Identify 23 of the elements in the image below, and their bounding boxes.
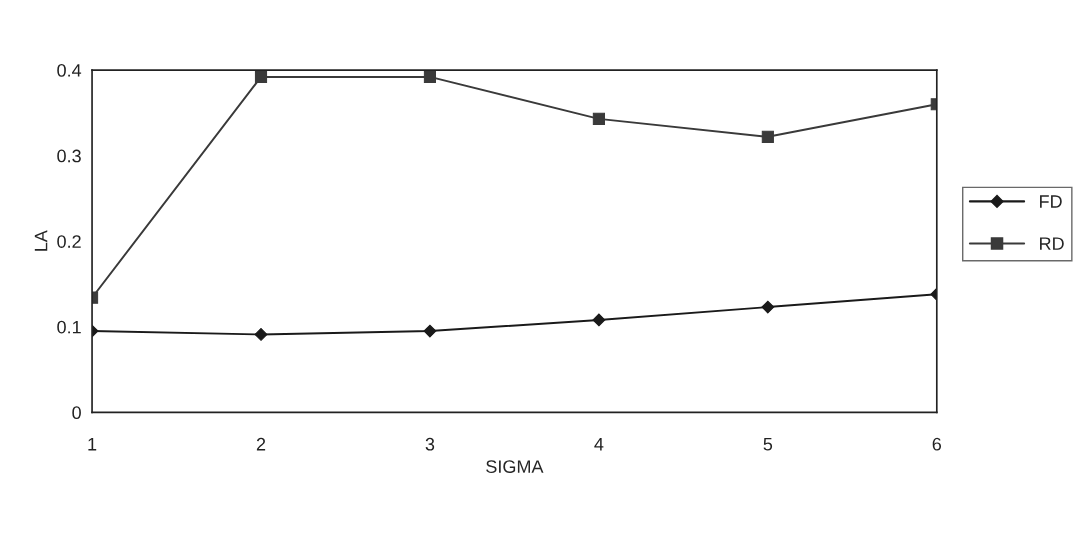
- point: [761, 300, 775, 314]
- x-axis-title: SIGMA: [486, 460, 544, 473]
- x-tick-label: 5: [763, 438, 773, 451]
- y-tick-label: 0.1: [57, 320, 81, 334]
- x-tick-label: 4: [594, 438, 604, 451]
- x-tick-label: 3: [425, 437, 435, 451]
- y-tick-label: 0: [72, 406, 81, 420]
- point: [592, 313, 606, 327]
- point: [592, 112, 605, 125]
- x-tick-label: 2: [256, 437, 266, 451]
- y-tick-label: 0.4: [57, 64, 82, 77]
- point: [254, 328, 268, 341]
- x-tick-label: 6: [932, 437, 942, 451]
- point: [423, 324, 437, 338]
- legend-label: FD: [1040, 195, 1062, 208]
- point: [254, 70, 268, 83]
- point: [761, 130, 774, 143]
- x-tick-label: 1: [88, 438, 97, 451]
- y-axis-title: LA: [34, 230, 48, 251]
- legend-label: RD: [1040, 237, 1064, 250]
- point: [423, 70, 437, 83]
- y-tick-label: 0.2: [57, 235, 81, 248]
- y-tick-label: 0.3: [57, 149, 81, 163]
